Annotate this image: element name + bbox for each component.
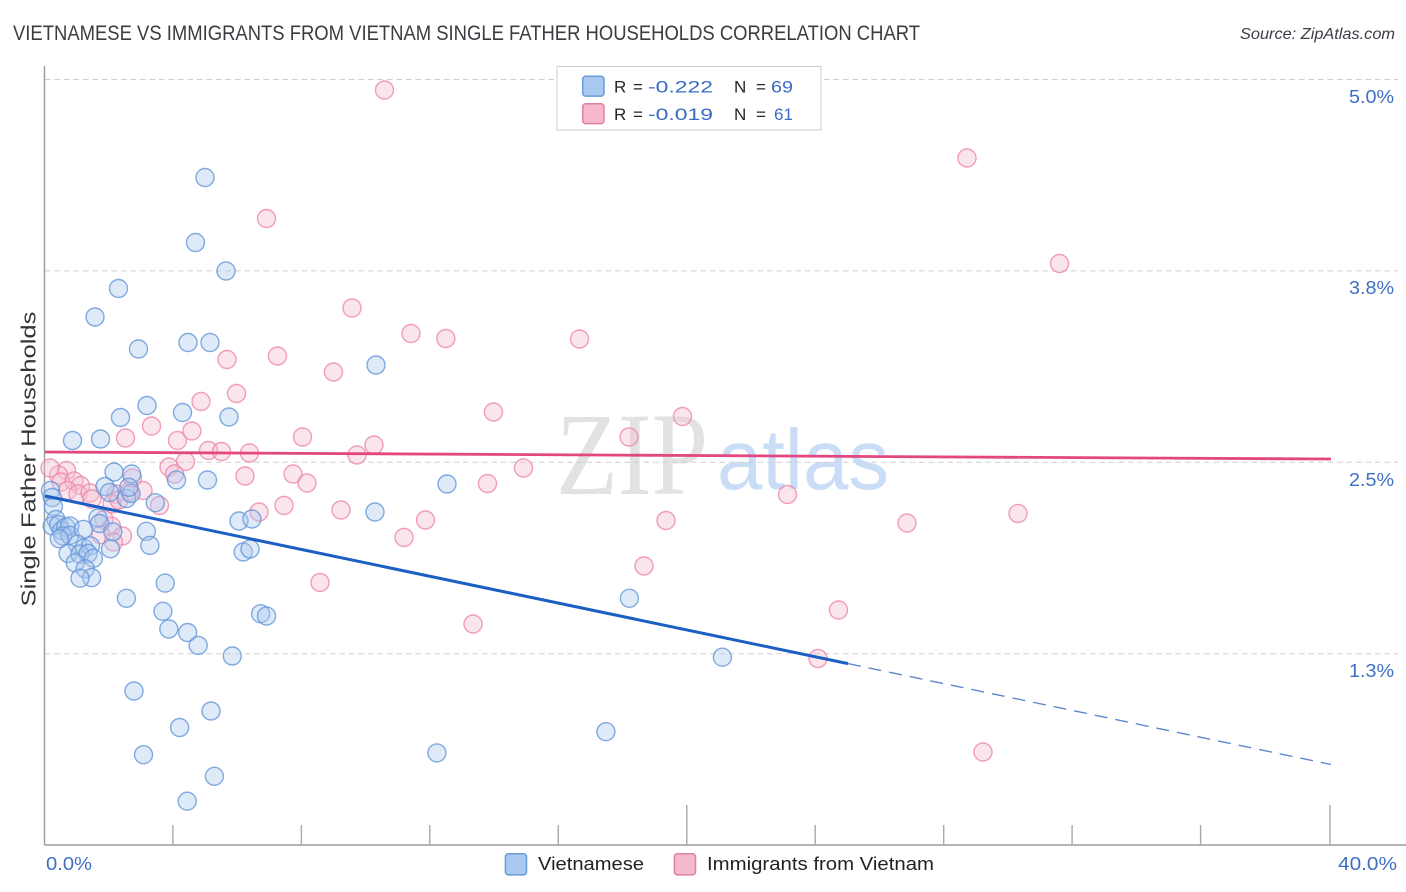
svg-text:61: 61: [774, 105, 793, 124]
svg-text:5.0%: 5.0%: [1349, 87, 1394, 107]
svg-text:2.5%: 2.5%: [1349, 470, 1394, 490]
svg-text:R: R: [614, 78, 626, 97]
svg-text:=: =: [756, 105, 766, 124]
svg-text:-0.019: -0.019: [648, 105, 713, 124]
svg-text:VIETNAMESE VS IMMIGRANTS FROM: VIETNAMESE VS IMMIGRANTS FROM VIETNAM SI…: [13, 21, 920, 45]
svg-text:atlas: atlas: [717, 413, 889, 508]
svg-text:Immigrants from Vietnam: Immigrants from Vietnam: [707, 854, 934, 874]
svg-text:Single Father Households: Single Father Households: [19, 312, 41, 607]
svg-text:N: N: [734, 78, 746, 97]
svg-text:40.0%: 40.0%: [1338, 854, 1397, 874]
svg-text:-0.222: -0.222: [648, 78, 713, 97]
svg-text:1.3%: 1.3%: [1349, 661, 1394, 681]
svg-text:Source: ZipAtlas.com: Source: ZipAtlas.com: [1240, 26, 1395, 43]
svg-text:=: =: [633, 105, 643, 124]
svg-text:N: N: [734, 105, 746, 124]
svg-text:3.8%: 3.8%: [1349, 278, 1394, 298]
svg-text:R: R: [614, 105, 626, 124]
svg-text:=: =: [756, 78, 766, 97]
svg-text:0.0%: 0.0%: [46, 854, 92, 874]
svg-text:=: =: [633, 78, 643, 97]
svg-text:Vietnamese: Vietnamese: [538, 854, 644, 874]
svg-text:69: 69: [771, 78, 793, 97]
